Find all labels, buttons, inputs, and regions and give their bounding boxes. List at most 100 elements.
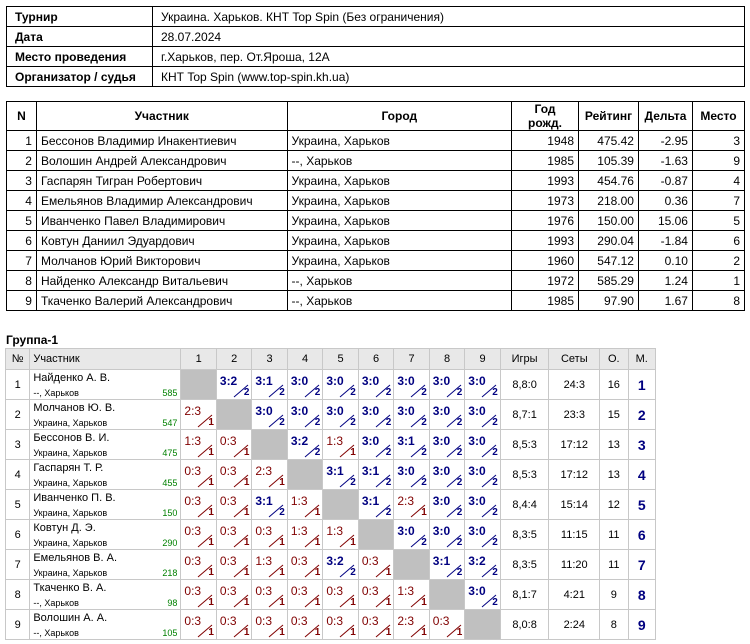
match-cell[interactable]: 1:3 1 (251, 549, 288, 580)
diagonal-cell (428, 579, 466, 610)
match-cell[interactable]: 0:3 1 (215, 549, 253, 580)
match-cell[interactable]: 3:0 2 (464, 369, 501, 400)
match-cell[interactable]: 3:1 2 (357, 459, 395, 490)
match-cell[interactable]: 3:0 2 (464, 399, 501, 430)
diagonal-cell (464, 609, 501, 640)
player-city: Украина, Харьков (33, 478, 108, 488)
match-score: 3:0 (432, 374, 451, 388)
match-cell[interactable]: 3:0 2 (428, 519, 466, 550)
match-cell[interactable]: 0:3 1 (180, 489, 217, 520)
match-cell[interactable]: 3:0 2 (428, 369, 466, 400)
match-cell[interactable]: 0:3 1 (215, 429, 253, 460)
grid-header-place: М. (627, 348, 657, 370)
match-points: 2 (314, 447, 321, 458)
match-cell[interactable]: 3:1 2 (357, 489, 395, 520)
match-cell[interactable]: 3:1 2 (428, 549, 466, 580)
match-cell[interactable]: 3:1 2 (322, 459, 359, 490)
match-cell[interactable]: 3:0 2 (464, 579, 501, 610)
match-cell[interactable]: 3:0 2 (464, 459, 501, 490)
match-cell[interactable]: 0:3 1 (180, 519, 217, 550)
match-cell[interactable]: 0:3 1 (357, 609, 395, 640)
match-cell[interactable]: 3:0 2 (464, 489, 501, 520)
match-cell[interactable]: 3:0 2 (393, 519, 430, 550)
match-points: 2 (385, 447, 392, 458)
match-cell[interactable]: 0:3 1 (357, 579, 395, 610)
match-cell[interactable]: 0:3 1 (215, 459, 253, 490)
match-cell[interactable]: 0:3 1 (286, 609, 324, 640)
match-cell[interactable]: 3:2 2 (286, 429, 324, 460)
points-cell: 15 (599, 399, 629, 430)
match-cell[interactable]: 0:3 1 (428, 609, 466, 640)
match-cell[interactable]: 3:0 2 (357, 369, 395, 400)
match-score: 3:2 (326, 554, 344, 568)
match-cell[interactable]: 0:3 1 (251, 579, 288, 610)
participant-cell: 1 (691, 270, 746, 291)
match-cell[interactable]: 0:3 1 (322, 609, 359, 640)
match-cell[interactable]: 0:3 1 (215, 579, 253, 610)
match-cell[interactable]: 3:0 2 (393, 399, 430, 430)
match-cell[interactable]: 3:0 2 (428, 489, 466, 520)
diagonal-cell (215, 399, 253, 430)
match-cell[interactable]: 0:3 1 (357, 549, 395, 580)
match-cell[interactable]: 3:1 2 (251, 369, 288, 400)
match-score: 3:0 (290, 404, 309, 418)
match-cell[interactable]: 0:3 1 (180, 609, 217, 640)
match-cell[interactable]: 3:2 2 (322, 549, 359, 580)
match-cell[interactable]: 1:3 1 (286, 489, 324, 520)
match-cell[interactable]: 1:3 1 (180, 429, 217, 460)
match-cell[interactable]: 3:0 2 (393, 459, 430, 490)
match-cell[interactable]: 2:3 1 (180, 399, 217, 430)
match-cell[interactable]: 0:3 1 (180, 459, 217, 490)
match-cell[interactable]: 0:3 1 (251, 519, 288, 550)
row-number: 4 (4, 459, 31, 490)
match-cell[interactable]: 3:0 2 (286, 369, 324, 400)
match-cell[interactable]: 2:3 1 (393, 609, 430, 640)
diagonal-line-icon (269, 474, 284, 488)
match-cell[interactable]: 0:3 1 (251, 609, 288, 640)
match-cell[interactable]: 3:0 2 (357, 429, 395, 460)
match-cell[interactable]: 3:0 2 (464, 519, 501, 550)
match-cell[interactable]: 3:0 2 (322, 399, 359, 430)
grid-header-sets: Сеты (548, 348, 601, 370)
match-points: 2 (350, 567, 356, 578)
match-cell[interactable]: 2:3 1 (393, 489, 430, 520)
match-cell[interactable]: 3:0 2 (357, 399, 395, 430)
match-score: 0:3 (290, 614, 308, 628)
match-cell[interactable]: 1:3 1 (393, 579, 430, 610)
match-cell[interactable]: 3:0 2 (393, 369, 430, 400)
match-score: 3:1 (255, 494, 273, 508)
match-cell[interactable]: 0:3 1 (286, 549, 324, 580)
player-city: Украина, Харьков (33, 568, 108, 578)
diagonal-line-icon (304, 414, 320, 428)
participant-cell: Украина, Харьков (286, 230, 513, 251)
match-cell[interactable]: 3:0 2 (464, 429, 501, 460)
match-score: 0:3 (255, 584, 273, 598)
match-cell[interactable]: 2:3 1 (251, 459, 288, 490)
row-number: 3 (4, 429, 31, 460)
match-cell[interactable]: 3:2 2 (215, 369, 253, 400)
match-cell[interactable]: 3:0 2 (428, 399, 466, 430)
match-cell[interactable]: 3:2 2 (464, 549, 501, 580)
match-cell[interactable]: 0:3 1 (286, 579, 324, 610)
match-cell[interactable]: 0:3 1 (322, 579, 359, 610)
diagonal-line-icon (269, 534, 284, 548)
match-cell[interactable]: 0:3 1 (215, 519, 253, 550)
points-cell: 8 (599, 609, 629, 640)
match-cell[interactable]: 0:3 1 (215, 489, 253, 520)
match-cell[interactable]: 1:3 1 (322, 429, 359, 460)
match-cell[interactable]: 3:1 2 (393, 429, 430, 460)
match-cell[interactable]: 0:3 1 (180, 579, 217, 610)
match-cell[interactable]: 3:0 2 (428, 429, 466, 460)
match-cell[interactable]: 3:0 2 (251, 399, 288, 430)
match-cell[interactable]: 1:3 1 (286, 519, 324, 550)
match-cell[interactable]: 0:3 1 (180, 549, 217, 580)
match-cell[interactable]: 0:3 1 (215, 609, 253, 640)
match-score: 3:0 (397, 374, 415, 388)
match-cell[interactable]: 3:1 2 (251, 489, 288, 520)
match-cell[interactable]: 3:0 2 (428, 459, 466, 490)
match-cell[interactable]: 3:0 2 (286, 399, 324, 430)
match-cell[interactable]: 1:3 1 (322, 519, 359, 550)
match-cell[interactable]: 3:0 2 (322, 369, 359, 400)
player-rating: 290 (162, 538, 178, 548)
player-name: Гаспарян Т. Р. (33, 462, 104, 474)
